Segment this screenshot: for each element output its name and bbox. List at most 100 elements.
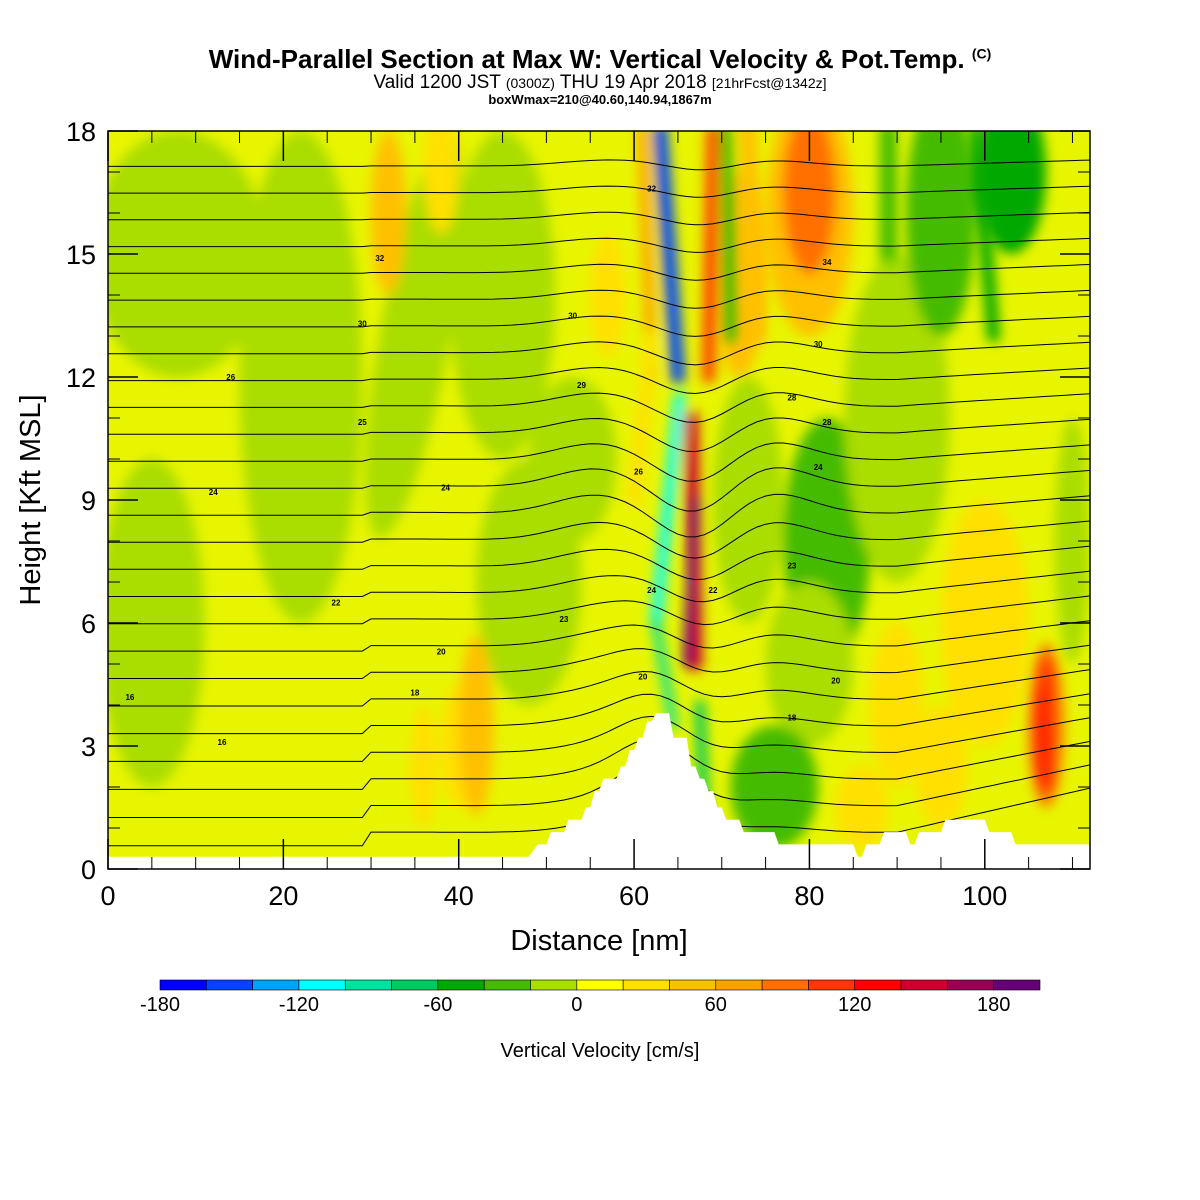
- field-blob: [528, 377, 617, 541]
- field-blob: [914, 705, 968, 828]
- field-blob: [1054, 418, 1090, 664]
- theta-contour: [108, 442, 1090, 482]
- theta-contour: [108, 644, 1090, 679]
- contour-label: 26: [226, 373, 235, 382]
- theta-contour: [108, 159, 1090, 171]
- colorbar-bin: [947, 979, 994, 991]
- contour-label: 25: [358, 418, 367, 427]
- contour-label: 20: [638, 672, 647, 681]
- field-streak: [650, 391, 686, 629]
- y-tick-label: 9: [81, 486, 96, 516]
- field-blob: [365, 134, 465, 538]
- x-tick-label: 0: [100, 881, 115, 911]
- theta-contour: [108, 185, 1090, 198]
- field-blob: [108, 131, 266, 377]
- y-tick-label: 18: [66, 117, 96, 147]
- contour-label: 30: [358, 320, 367, 329]
- contour-label: 30: [814, 340, 823, 349]
- chart-subtitle: Valid 1200 JST (0300Z) THU 19 Apr 2018 […: [0, 72, 1200, 94]
- field-blob: [783, 131, 836, 275]
- x-tick-label: 40: [444, 881, 474, 911]
- axis-ticks: 0 20 40 60 80 100 0 3 6 9 12 15 18: [66, 117, 1090, 911]
- theta-contours: [108, 159, 1090, 847]
- theta-contour: [108, 570, 1090, 603]
- colorbar-bin: [576, 979, 624, 991]
- contour-label: 34: [823, 258, 832, 267]
- field-streak: [969, 131, 1001, 343]
- terrain-silhouette: [108, 713, 1090, 869]
- colorbar-bin: [854, 979, 902, 991]
- colorbar-bin: [252, 979, 300, 991]
- contour-label: 18: [410, 689, 419, 698]
- colorbar-tick-label: 180: [977, 994, 1010, 1016]
- theta-contour: [108, 289, 1090, 309]
- copyright-mark: (C): [971, 45, 992, 62]
- field-blob: [239, 131, 363, 623]
- contour-label: 23: [787, 562, 796, 571]
- valid-date: THU 19 Apr 2018: [559, 72, 707, 93]
- velocity-field: [108, 131, 1090, 849]
- colorbar-tick-label: -180: [140, 994, 180, 1016]
- colorbar-bin: [298, 979, 346, 991]
- contour-label: 32: [375, 254, 384, 263]
- theta-contour: [108, 392, 1090, 423]
- contour-label: 23: [559, 615, 568, 624]
- colorbar-bin: [530, 979, 578, 991]
- field-streak: [719, 131, 738, 343]
- field-blob: [730, 725, 819, 849]
- colorbar-tick-label: 120: [838, 994, 871, 1016]
- field-blob: [940, 500, 1029, 746]
- colorbar-bin: [669, 979, 717, 991]
- contour-label: 20: [831, 676, 840, 685]
- chart-title-text: Wind-Parallel Section at Max W: Vertical…: [208, 44, 965, 74]
- colorbar-tick-label: 60: [705, 994, 727, 1016]
- theta-contour: [108, 693, 1090, 735]
- field-blob: [835, 766, 889, 849]
- contour-label: 16: [125, 693, 134, 702]
- contour-label: 20: [437, 648, 446, 657]
- field-blob: [423, 131, 459, 234]
- chart-title: Wind-Parallel Section at Max W: Vertical…: [0, 44, 1200, 75]
- contour-label: 24: [209, 488, 218, 497]
- field-blob: [712, 377, 784, 623]
- theta-contour: [108, 417, 1090, 453]
- colorbar-tick-label: -60: [423, 994, 452, 1016]
- colorbar-bin: [715, 979, 763, 991]
- x-tick-label: 20: [268, 881, 298, 911]
- colorbar-bin: [159, 979, 207, 991]
- theta-contour: [108, 715, 1090, 762]
- colorbar-bin: [344, 979, 392, 991]
- colorbar: -180 -120 -60 0 60 120 180: [140, 979, 1041, 1016]
- theta-contour: [108, 315, 1090, 337]
- field-streak: [702, 131, 720, 384]
- theta-contour: [108, 738, 1090, 790]
- contour-label: 18: [787, 713, 796, 722]
- x-tick-label: 80: [794, 881, 824, 911]
- contour-label: 16: [218, 738, 227, 747]
- contour-label: 32: [647, 184, 656, 193]
- field-streak: [653, 131, 685, 385]
- field-streak: [682, 496, 700, 668]
- contour-label: 30: [568, 312, 577, 321]
- contour-label: 26: [634, 467, 643, 476]
- y-tick-label: 12: [66, 363, 96, 393]
- colorbar-bin: [993, 979, 1041, 991]
- box-info: boxWmax=210@40.60,140.94,1867m: [488, 92, 712, 107]
- field-blob: [870, 623, 924, 787]
- field-blob: [765, 582, 854, 746]
- contour-label: 24: [814, 463, 823, 472]
- theta-contour: [108, 237, 1090, 253]
- contour-label: 28: [823, 418, 832, 427]
- field-streak: [627, 329, 659, 507]
- y-tick-label: 0: [81, 855, 96, 885]
- colorbar-bin: [808, 979, 856, 991]
- contour-label: 22: [332, 599, 341, 608]
- field-blob: [371, 131, 407, 295]
- colorbar-bin: [391, 979, 439, 991]
- colorbar-tick-label: 0: [571, 994, 582, 1016]
- field-streak: [651, 618, 678, 730]
- field-blob: [590, 233, 626, 357]
- field-blob: [844, 254, 950, 582]
- contour-label: 24: [647, 586, 656, 595]
